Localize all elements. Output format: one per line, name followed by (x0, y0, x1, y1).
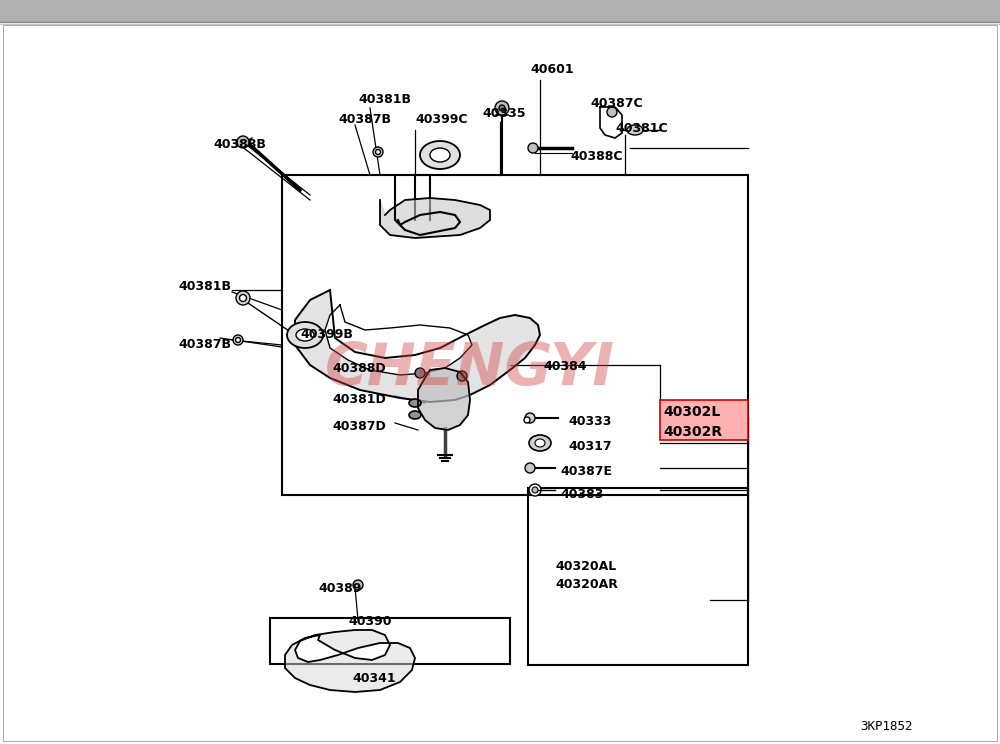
Ellipse shape (430, 148, 450, 162)
Circle shape (524, 417, 530, 423)
Text: 40381B: 40381B (358, 93, 411, 106)
Text: 40387B: 40387B (338, 113, 391, 126)
Text: 40381D: 40381D (332, 393, 386, 406)
Text: 40388B: 40388B (213, 138, 266, 151)
Text: 40381B: 40381B (178, 280, 231, 293)
Circle shape (240, 295, 246, 301)
Circle shape (528, 143, 538, 153)
Ellipse shape (420, 141, 460, 169)
Text: 40383: 40383 (560, 488, 603, 501)
Text: 40399B: 40399B (300, 328, 353, 341)
Circle shape (353, 580, 363, 590)
Text: 40381C: 40381C (615, 122, 668, 135)
Ellipse shape (409, 411, 421, 419)
Circle shape (233, 335, 243, 345)
Circle shape (532, 487, 538, 493)
Circle shape (525, 413, 535, 423)
Circle shape (495, 101, 509, 115)
Polygon shape (418, 368, 470, 430)
Bar (270, 618, 510, 664)
Ellipse shape (409, 399, 421, 407)
Circle shape (376, 150, 380, 155)
Circle shape (237, 136, 249, 148)
Text: 40333: 40333 (568, 415, 611, 428)
Text: 40387E: 40387E (560, 465, 612, 478)
Text: 40387C: 40387C (590, 97, 643, 110)
Text: 3KP1852: 3KP1852 (860, 720, 912, 733)
Text: 40320AR: 40320AR (555, 578, 618, 591)
Text: 40399C: 40399C (415, 113, 468, 126)
Text: 40388C: 40388C (570, 150, 622, 163)
Text: 40387D: 40387D (332, 420, 386, 433)
Polygon shape (380, 198, 490, 238)
Circle shape (373, 147, 383, 157)
Bar (282, 175, 748, 495)
Text: 40302R: 40302R (663, 425, 722, 439)
Text: 40389: 40389 (318, 582, 361, 595)
Bar (528, 488, 748, 665)
Circle shape (236, 338, 240, 342)
Text: 40317: 40317 (568, 440, 612, 453)
Circle shape (529, 484, 541, 496)
Text: 40601: 40601 (530, 63, 574, 76)
Circle shape (236, 291, 250, 305)
Text: 40384: 40384 (543, 360, 586, 373)
Ellipse shape (529, 435, 551, 451)
Text: CHENGYI: CHENGYI (325, 340, 615, 397)
Text: 40335: 40335 (482, 107, 526, 120)
Ellipse shape (296, 329, 314, 341)
Ellipse shape (535, 439, 545, 447)
Ellipse shape (627, 125, 643, 135)
Polygon shape (325, 305, 472, 375)
Ellipse shape (287, 322, 323, 348)
Text: 40341: 40341 (352, 672, 396, 685)
Text: 40390: 40390 (348, 615, 392, 628)
Text: 40302L: 40302L (663, 405, 720, 419)
Polygon shape (295, 290, 540, 402)
Text: 40387B: 40387B (178, 338, 231, 351)
Bar (0, 0, 1000, 22)
Circle shape (457, 371, 467, 381)
Circle shape (525, 463, 535, 473)
Bar (660, 400, 748, 440)
Circle shape (607, 107, 617, 117)
Polygon shape (285, 630, 415, 692)
Circle shape (415, 368, 425, 378)
Text: 40320AL: 40320AL (555, 560, 616, 573)
Circle shape (499, 105, 505, 111)
Text: 40388D: 40388D (332, 362, 386, 375)
